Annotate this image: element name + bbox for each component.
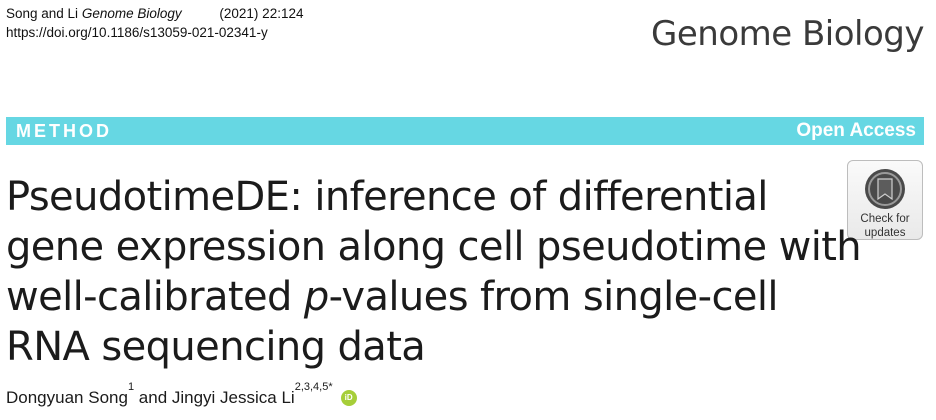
check-updates-text-line2: updates bbox=[864, 227, 906, 239]
author-affiliation[interactable]: 1 bbox=[127, 381, 135, 393]
title-part1: PseudotimeDE: inference of differential … bbox=[6, 174, 862, 320]
citation-line: Song and Li Genome Biology (2021) 22:124 bbox=[6, 4, 303, 23]
citation-journal: Genome Biology bbox=[81, 6, 182, 21]
title-part2: -values from single-cell RNA sequencing … bbox=[6, 274, 779, 370]
author-affiliation[interactable]: 2,3,4,5* bbox=[294, 381, 333, 393]
article-type-label: METHOD bbox=[16, 120, 112, 141]
check-updates-text-line1: Check for bbox=[860, 213, 910, 225]
citation-block: Song and Li Genome Biology (2021) 22:124… bbox=[6, 4, 303, 42]
citation-doi[interactable]: https://doi.org/10.1186/s13059-021-02341… bbox=[6, 25, 268, 40]
author-name[interactable]: Dongyuan Song bbox=[6, 388, 128, 407]
check-for-updates-button[interactable]: Check for updates bbox=[847, 160, 923, 240]
citation-authors: Song and Li bbox=[6, 6, 79, 21]
author-list: Dongyuan Song 1 and Jingyi Jessica Li 2,… bbox=[6, 381, 357, 408]
article-type-banner: METHOD Open Access bbox=[6, 117, 924, 145]
author-connector: and bbox=[134, 388, 172, 407]
article-title: PseudotimeDE: inference of differential … bbox=[6, 172, 866, 372]
citation-year-volume: (2021) 22:124 bbox=[219, 6, 304, 21]
title-italic-p: p bbox=[303, 274, 329, 320]
open-access-label: Open Access bbox=[796, 120, 916, 141]
author-name[interactable]: Jingyi Jessica Li bbox=[171, 388, 295, 407]
journal-logo-text[interactable]: Genome Biology bbox=[651, 14, 925, 54]
check-updates-icon bbox=[865, 169, 905, 209]
orcid-icon[interactable]: iD bbox=[340, 390, 357, 406]
